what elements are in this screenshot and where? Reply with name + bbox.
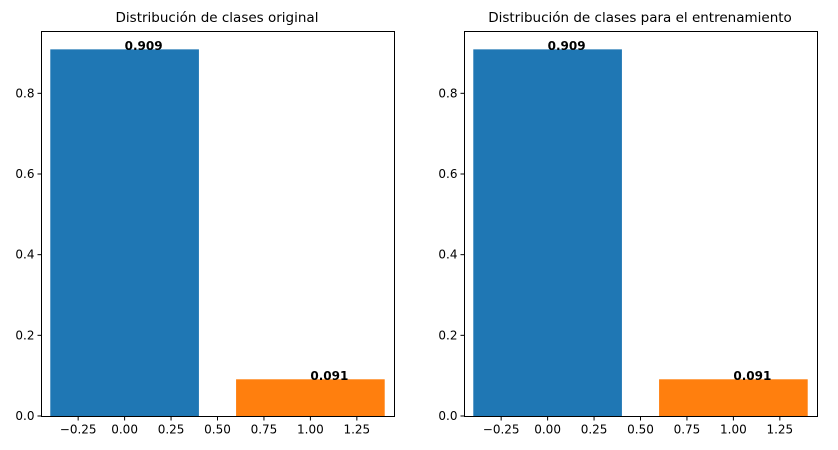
data-label-0: 0.909: [548, 39, 586, 53]
bar-0: [473, 49, 622, 416]
x-tick-label: 0.50: [204, 423, 231, 437]
data-label-1: 0.091: [733, 369, 771, 383]
y-tick-label: 0.0: [15, 409, 34, 423]
y-tick-label: 0.4: [438, 248, 457, 262]
y-tick-label: 0.8: [438, 86, 457, 100]
y-tick-label: 0.0: [438, 409, 457, 423]
x-tick-label: 1.25: [343, 423, 370, 437]
x-tick-label: 0.50: [627, 423, 654, 437]
data-label-0: 0.909: [125, 39, 163, 53]
y-tick-label: 0.2: [15, 328, 34, 342]
x-tick-label: 1.00: [297, 423, 324, 437]
x-tick-label: −0.25: [60, 423, 97, 437]
x-tick-label: 0.00: [111, 423, 138, 437]
x-tick-label: 1.25: [766, 423, 793, 437]
bar-1: [236, 379, 385, 416]
y-tick-label: 0.6: [15, 167, 34, 181]
x-tick-label: 0.00: [534, 423, 561, 437]
bar-0: [50, 49, 199, 416]
data-label-1: 0.091: [310, 369, 348, 383]
chart-left: Distribución de clases original 0.909 0.0…: [15, 10, 395, 437]
y-tick-label: 0.6: [438, 167, 457, 181]
chart-right: Distribución de clases para el entrenami…: [438, 10, 818, 437]
x-tick-label: 0.75: [674, 423, 701, 437]
x-tick-label: −0.25: [483, 423, 520, 437]
x-tick-label: 0.75: [251, 423, 278, 437]
x-tick-label: 0.25: [581, 423, 608, 437]
y-tick-label: 0.8: [15, 86, 34, 100]
bar-1: [659, 379, 808, 416]
y-tick-label: 0.2: [438, 328, 457, 342]
y-tick-label: 0.4: [15, 248, 34, 262]
chart-title: Distribución de clases original: [116, 10, 319, 26]
chart-title: Distribución de clases para el entrenami…: [488, 10, 792, 26]
x-tick-label: 0.25: [158, 423, 185, 437]
x-tick-label: 1.00: [720, 423, 747, 437]
